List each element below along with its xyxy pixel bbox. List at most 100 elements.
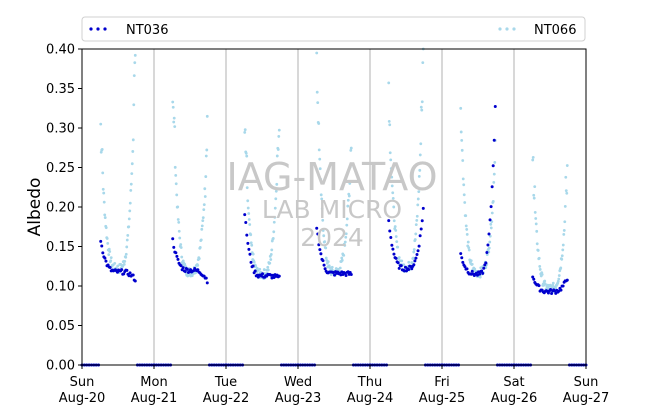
data-point-nt066 <box>122 263 126 266</box>
data-point-nt066 <box>131 138 135 142</box>
data-point-nt066 <box>108 250 112 253</box>
data-point-nt066 <box>340 258 344 262</box>
data-point-nt066 <box>388 151 392 155</box>
data-point-nt036 <box>317 243 321 247</box>
data-point-nt036 <box>125 268 129 272</box>
x-tick-day-label: Wed <box>284 375 312 390</box>
data-point-nt066 <box>249 241 253 245</box>
vertical-gridlines <box>153 49 515 365</box>
data-point-nt066 <box>200 227 204 231</box>
data-point-nt066 <box>174 173 178 177</box>
data-point-nt066 <box>392 205 396 209</box>
data-point-nt066 <box>247 218 251 221</box>
data-point-nt066 <box>277 135 281 138</box>
data-point-nt066 <box>183 262 187 266</box>
data-point-nt036 <box>460 256 464 260</box>
data-point-nt036 <box>175 254 179 258</box>
data-point-nt066 <box>315 51 319 55</box>
data-point-nt066 <box>203 187 207 191</box>
data-point-nt066 <box>338 266 342 270</box>
y-tick-label: 0.40 <box>46 43 75 58</box>
data-point-nt066 <box>349 149 353 152</box>
data-point-nt036 <box>537 284 541 288</box>
data-point-nt066 <box>252 260 256 264</box>
data-point-nt066 <box>389 167 393 170</box>
data-point-nt066 <box>127 217 131 221</box>
data-point-nt036 <box>565 278 569 282</box>
legend-marker-nt036 <box>96 27 100 31</box>
data-point-nt066 <box>270 248 274 252</box>
data-point-nt066 <box>273 215 277 219</box>
data-point-nt066 <box>557 277 561 281</box>
data-point-nt066 <box>319 193 323 197</box>
data-point-nt036 <box>388 229 392 233</box>
data-point-nt066 <box>532 196 536 200</box>
x-tick-day-label: Tue <box>214 375 237 390</box>
data-point-nt066 <box>345 223 349 227</box>
data-point-nt066 <box>418 168 422 172</box>
x-tick-date-label: Aug-21 <box>131 391 178 406</box>
data-point-nt036 <box>101 251 105 255</box>
data-point-nt066 <box>324 246 328 250</box>
data-point-nt066 <box>390 175 394 179</box>
data-point-nt066 <box>562 232 566 236</box>
data-point-nt036 <box>550 291 554 295</box>
data-point-nt066 <box>272 230 276 234</box>
data-point-nt066 <box>489 226 493 230</box>
data-point-nt066 <box>102 200 106 204</box>
data-point-nt036 <box>391 247 395 251</box>
data-point-nt066 <box>179 243 183 246</box>
data-point-nt066 <box>105 237 109 240</box>
data-point-nt036 <box>461 260 465 264</box>
y-tick-label: 0.00 <box>46 359 75 374</box>
legend-label-nt066: NT066 <box>534 23 576 38</box>
data-point-nt036 <box>402 269 406 273</box>
x-tick-day-label: Sun <box>70 375 95 390</box>
data-point-nt036 <box>131 273 135 277</box>
data-point-nt036 <box>318 248 322 252</box>
data-point-nt066 <box>197 257 201 260</box>
data-point-nt066 <box>201 219 205 223</box>
data-point-nt066 <box>538 265 542 268</box>
data-point-nt066 <box>275 182 279 186</box>
data-point-nt066 <box>344 232 348 236</box>
data-point-nt036 <box>459 252 463 256</box>
data-point-nt066 <box>315 90 319 94</box>
data-point-nt066 <box>415 218 419 222</box>
data-point-nt066 <box>465 228 469 231</box>
x-tick-date-label: Aug-26 <box>491 391 538 406</box>
data-point-nt036 <box>389 236 393 240</box>
y-tick-label: 0.05 <box>46 319 75 334</box>
data-point-nt066 <box>271 237 275 240</box>
data-point-nt066 <box>177 220 181 224</box>
legend: NT036 NT066 <box>81 16 586 42</box>
data-point-nt066 <box>249 233 253 237</box>
x-tick-date-label: Aug-24 <box>347 391 394 406</box>
data-point-nt066 <box>418 153 422 157</box>
data-point-nt066 <box>254 264 258 268</box>
data-point-nt066 <box>535 242 539 246</box>
data-point-nt066 <box>101 187 105 191</box>
data-point-nt066 <box>493 160 497 164</box>
data-point-nt066 <box>487 246 491 250</box>
data-point-nt066 <box>343 244 347 247</box>
data-point-nt066 <box>387 81 391 85</box>
data-point-nt066 <box>178 236 182 240</box>
data-point-nt066 <box>421 61 425 65</box>
data-point-nt066 <box>459 130 463 134</box>
data-point-nt066 <box>561 243 565 247</box>
data-point-nt066 <box>203 195 207 198</box>
data-point-nt036 <box>316 232 320 236</box>
data-point-nt066 <box>420 100 424 104</box>
data-point-nt036 <box>253 269 257 273</box>
data-point-nt066 <box>412 248 416 251</box>
data-point-nt066 <box>485 253 489 257</box>
data-point-nt066 <box>466 240 470 244</box>
data-point-nt066 <box>565 164 569 167</box>
data-point-nt036 <box>485 250 489 254</box>
data-point-nt066 <box>171 105 175 109</box>
data-point-nt066 <box>535 229 539 233</box>
data-point-nt066 <box>324 256 328 260</box>
data-point-nt066 <box>199 238 203 242</box>
